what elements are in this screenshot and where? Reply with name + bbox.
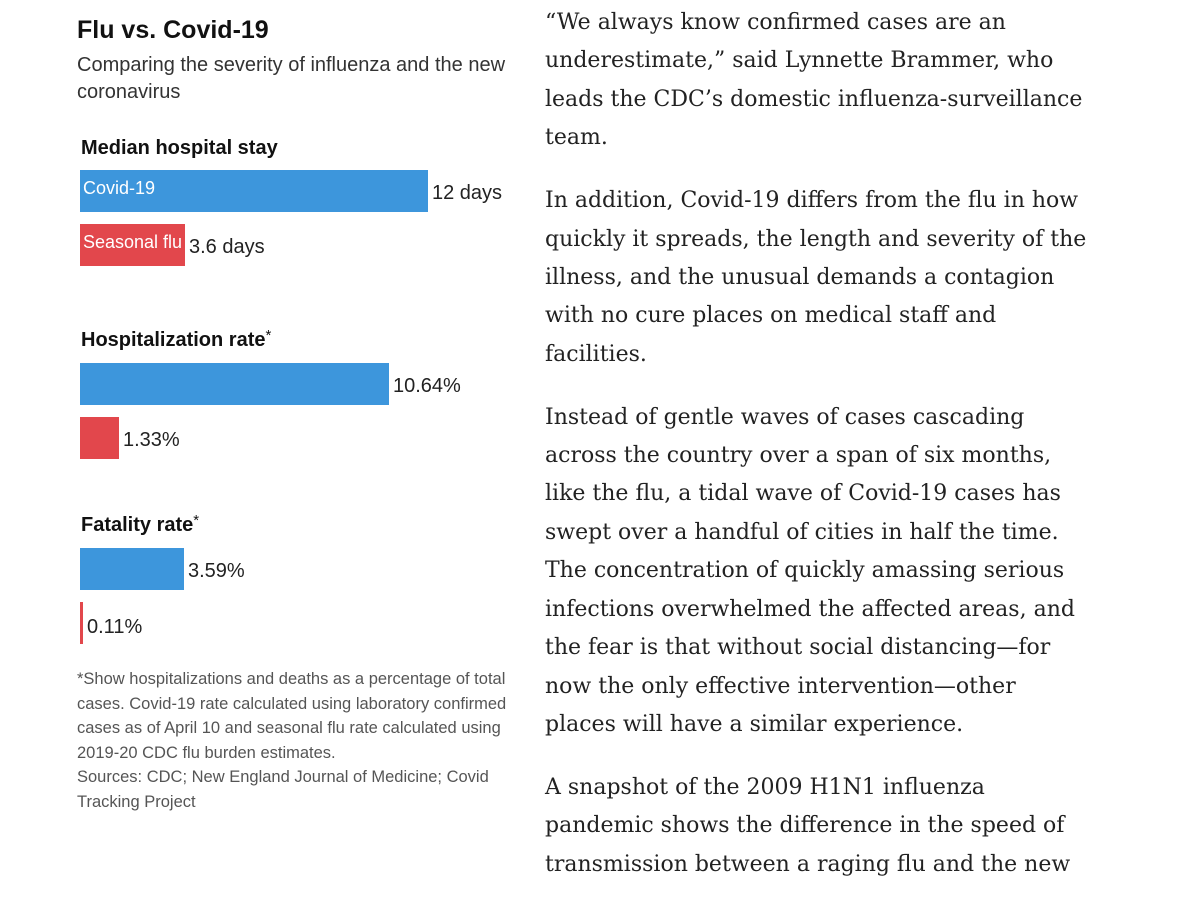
section-title-hospitalization-rate: Hospitalization rate*: [81, 327, 272, 352]
chart-footnote: *Show hospitalizations and deaths as a p…: [77, 667, 517, 814]
bar-fatality-flu: [80, 602, 83, 644]
article-line: like the flu, a tidal wave of Covid-19 c…: [545, 481, 1061, 507]
bar-value-fatality-covid: 3.59%: [188, 560, 245, 582]
article-line: the fear is that without social distanci…: [545, 635, 1051, 661]
article-line: swept over a handful of cities in half t…: [545, 519, 1059, 545]
article-line: pandemic shows the difference in the spe…: [545, 813, 1065, 839]
article-line: quickly it spreads, the length and sever…: [545, 226, 1087, 252]
article-line: A snapshot of the 2009 H1N1 influenza: [545, 774, 985, 800]
bar-hospitalization-covid: [80, 363, 389, 405]
bar-value-hospitalization-covid: 10.64%: [393, 375, 461, 397]
article-line: transmission between a raging flu and th…: [545, 851, 1071, 877]
sources-text: Sources: CDC; New England Journal of Med…: [77, 768, 489, 811]
article-line: with no cure places on medical staff and: [545, 303, 997, 329]
bar-category-label: Seasonal flu: [83, 232, 183, 252]
article-paragraph: “We always know confirmed cases are an u…: [545, 4, 1185, 158]
bar-fatality-covid: [80, 548, 184, 590]
footnote-marker: *: [265, 327, 272, 344]
article-line: infections overwhelmed the affected area…: [545, 596, 1075, 622]
article-line: underestimate,” said Lynnette Brammer, w…: [545, 48, 1054, 74]
article-paragraph: In addition, Covid-19 differs from the f…: [545, 182, 1185, 374]
section-title-fatality-rate: Fatality rate*: [81, 512, 200, 537]
article-line: The concentration of quickly amassing se…: [545, 558, 1065, 584]
article-line: now the only effective intervention—othe…: [545, 673, 1016, 699]
article-line: facilities.: [545, 341, 647, 367]
article-body: “We always know confirmed cases are an u…: [545, 4, 1185, 909]
bar-value-median-stay-flu: 3.6 days: [189, 236, 265, 258]
section-title-text: Fatality rate: [81, 514, 194, 536]
article-line: team.: [545, 125, 608, 151]
bar-value-median-stay-covid: 12 days: [432, 182, 503, 204]
chart-subtitle: Comparing the severity of influenza and …: [77, 54, 506, 103]
article-line: across the country over a span of six mo…: [545, 443, 1052, 469]
article-paragraph: Instead of gentle waves of cases cascadi…: [545, 399, 1185, 745]
bar-median-stay-flu: Seasonal flu: [80, 224, 185, 266]
article-line: leads the CDC’s domestic influenza-surve…: [545, 86, 1083, 112]
article-line: places will have a similar experience.: [545, 711, 964, 737]
bar-median-stay-covid: Covid-19: [80, 170, 428, 212]
article-line: “We always know confirmed cases are an: [545, 10, 1006, 35]
bar-hospitalization-flu: [80, 417, 119, 459]
section-title-text: Median hospital stay: [81, 137, 278, 159]
section-title-median-stay: Median hospital stay: [81, 137, 278, 160]
chart-title: Flu vs. Covid-19: [77, 16, 269, 44]
section-title-text: Hospitalization rate: [81, 329, 266, 351]
bar-value-hospitalization-flu: 1.33%: [123, 429, 180, 451]
footnote-marker: *: [193, 512, 200, 529]
article-line: Instead of gentle waves of cases cascadi…: [545, 404, 1025, 430]
article-line: In addition, Covid-19 differs from the f…: [545, 188, 1079, 214]
bar-value-fatality-flu: 0.11%: [87, 616, 143, 638]
bar-category-label: Covid-19: [83, 178, 156, 198]
article-paragraph: A snapshot of the 2009 H1N1 influenza pa…: [545, 769, 1185, 884]
footnote-text: *Show hospitalizations and deaths as a p…: [77, 670, 507, 762]
article-line: illness, and the unusual demands a conta…: [545, 264, 1055, 290]
